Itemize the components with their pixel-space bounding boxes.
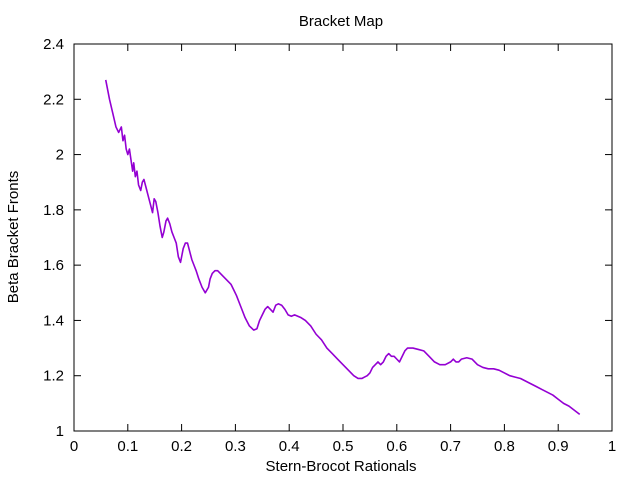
y-tick-label: 1 bbox=[56, 423, 64, 440]
axis-tick-labels: 0 0.1 0.2 0.3 0.4 0.5 0.6 0.7 0.8 0.9 1 1 1.2 1.4 1.6 1… bbox=[43, 36, 616, 455]
chart-title: Bracket Map bbox=[299, 13, 383, 30]
x-tick-label: 0.2 bbox=[171, 438, 192, 455]
y-tick-label: 1.2 bbox=[43, 368, 64, 385]
series-layer bbox=[104, 79, 581, 416]
y-tick-label: 1.4 bbox=[43, 312, 64, 329]
axis-ticks bbox=[73, 43, 613, 432]
y-tick-label: 2.2 bbox=[43, 91, 64, 108]
x-tick-label: 0 bbox=[70, 438, 78, 455]
y-tick-label: 2 bbox=[56, 147, 64, 164]
y-axis-label: Beta Bracket Fronts bbox=[5, 171, 22, 304]
x-tick-label: 0.8 bbox=[494, 438, 515, 455]
x-tick-label: 0.4 bbox=[279, 438, 300, 455]
plot-frame bbox=[73, 43, 613, 432]
x-tick-label: 0.1 bbox=[117, 438, 138, 455]
x-tick-label: 0.7 bbox=[440, 438, 461, 455]
x-axis-label: Stern-Brocot Rationals bbox=[266, 458, 417, 475]
x-tick-label: 0.9 bbox=[548, 438, 569, 455]
y-tick-label: 2.4 bbox=[43, 36, 64, 53]
x-tick-label: 1 bbox=[608, 438, 616, 455]
x-tick-label: 0.6 bbox=[386, 438, 407, 455]
x-tick-label: 0.5 bbox=[333, 438, 354, 455]
y-tick-label: 1.8 bbox=[43, 202, 64, 219]
x-tick-label: 0.3 bbox=[225, 438, 246, 455]
series-line bbox=[104, 79, 581, 416]
y-tick-label: 1.6 bbox=[43, 257, 64, 274]
